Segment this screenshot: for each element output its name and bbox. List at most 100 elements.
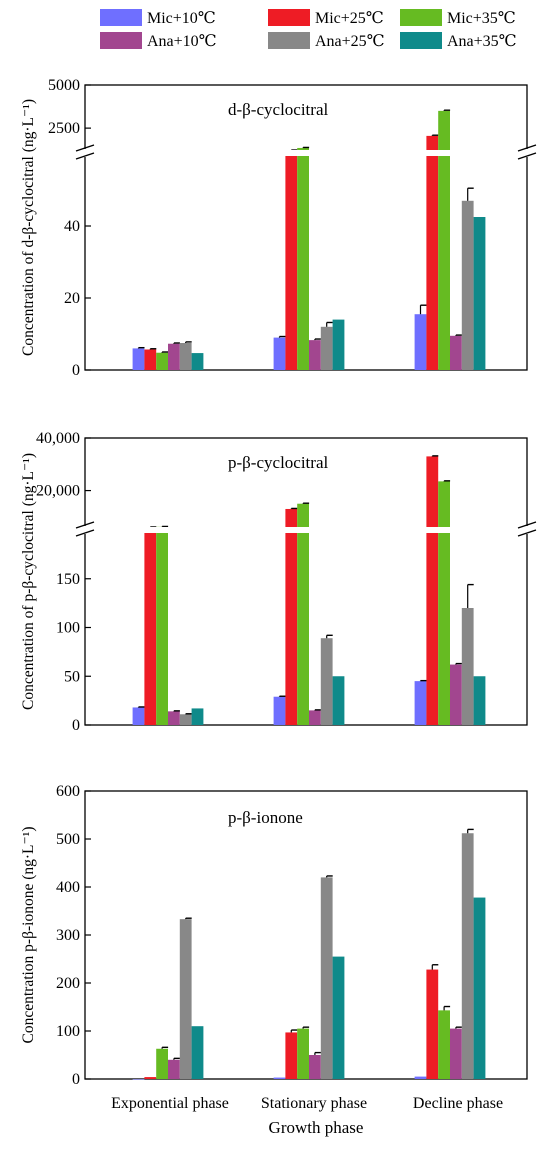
bar-mic-25-stationary-phase xyxy=(285,1032,298,1079)
tick-label-600: 600 xyxy=(56,783,80,800)
panel-title: p-β-ionone xyxy=(228,808,303,827)
bar-mic-25-decline-phase xyxy=(426,135,439,370)
axis-break-slash xyxy=(75,144,95,152)
tick-label-0: 0 xyxy=(72,362,80,379)
bar-ana-10-decline-phase xyxy=(450,335,462,370)
bar-ana-35-stationary-phase xyxy=(332,956,345,1079)
axis-break-slash xyxy=(517,529,537,537)
tick-label-200: 200 xyxy=(56,975,80,992)
bar-mic-10-decline-phase xyxy=(414,681,427,725)
bar-mic-10-stationary-phase xyxy=(273,1077,286,1079)
bar-mic-10-stationary-phase xyxy=(273,696,286,725)
bar-ana-25-exponential-phase xyxy=(179,343,192,370)
bar-mic-35-decline-phase xyxy=(438,110,450,370)
y-axis-label: Concentration of p-β-cyclocitral (ng·L⁻¹… xyxy=(20,453,37,710)
legend-swatch-mic-25 xyxy=(268,9,310,26)
bar-mic-10-exponential-phase xyxy=(132,707,145,725)
bar-mic-35-stationary-phase xyxy=(297,147,309,370)
bar-ana-35-decline-phase xyxy=(473,676,486,725)
tick-label-0: 0 xyxy=(72,1071,80,1088)
x-tick-label-stationary-phase: Stationary phase xyxy=(261,1095,367,1112)
axis-break-slash xyxy=(517,152,537,160)
tick-label-50: 50 xyxy=(64,668,80,685)
x-tick-label-exponential-phase: Exponential phase xyxy=(111,1095,229,1112)
tick-label-100: 100 xyxy=(56,620,80,637)
bar-mic-10-decline-phase xyxy=(414,1076,427,1079)
bar-ana-35-exponential-phase xyxy=(191,353,204,370)
bar-ana-35-stationary-phase xyxy=(332,319,345,370)
panel-title: d-β-cyclocitral xyxy=(228,100,328,119)
bar-mic-25-decline-phase xyxy=(426,969,439,1079)
axis-break-gap xyxy=(78,149,92,157)
bar-ana-10-stationary-phase xyxy=(309,1055,321,1079)
legend-label-ana-10: Ana+10℃ xyxy=(147,33,217,50)
axis-break-gap xyxy=(78,526,92,534)
bar-mic-10-exponential-phase xyxy=(132,1079,145,1080)
legend-swatch-ana-10 xyxy=(100,32,142,49)
bar-ana-25-decline-phase xyxy=(461,200,474,370)
x-axis-label: Growth phase xyxy=(269,1118,364,1137)
legend-swatch-mic-35 xyxy=(400,9,442,26)
bar-mic-25-decline-phase xyxy=(426,456,439,725)
axis-break-slash xyxy=(75,529,95,537)
bar-mic-35-stationary-phase xyxy=(297,1028,309,1079)
bar-ana-25-decline-phase xyxy=(461,833,474,1079)
bar-ana-10-exponential-phase xyxy=(168,711,180,725)
axis-break-slash xyxy=(517,144,537,152)
bar-ana-35-exponential-phase xyxy=(191,708,204,725)
panel-title: p-β-cyclocitral xyxy=(228,453,328,472)
tick-label-40-000: 40,000 xyxy=(36,430,80,447)
y-axis-label: Concentration p-β-ionone (ng·L⁻¹) xyxy=(20,827,37,1044)
bar-ana-10-stationary-phase xyxy=(309,710,321,725)
y-axis-label: Concentration of d-β-cyclocitral (ng·L⁻¹… xyxy=(20,99,37,356)
legend-swatch-ana-35 xyxy=(400,32,442,49)
tick-label-500: 500 xyxy=(56,831,80,848)
axis-break-slash xyxy=(75,152,95,160)
bar-ana-25-decline-phase xyxy=(461,608,474,725)
bar-ana-35-decline-phase xyxy=(473,897,486,1079)
legend-label-ana-25: Ana+25℃ xyxy=(315,33,385,50)
bar-mic-35-exponential-phase xyxy=(156,352,168,370)
bar-mic-35-exponential-phase xyxy=(156,526,168,725)
bar-ana-10-exponential-phase xyxy=(168,1059,180,1079)
legend-label-mic-35: Mic+35℃ xyxy=(447,10,516,27)
bar-mic-25-exponential-phase xyxy=(144,527,157,725)
panel-p-beta-cyclocitral: 0 50 100 150 20,000 40,000 p-β-cyclocitral Conc… xyxy=(20,430,537,734)
panel-p-beta-ionone: 0 100 200 300 400 500 600 p-β-ionone Concentrati… xyxy=(20,783,528,1137)
bar-mic-25-stationary-phase xyxy=(285,508,298,725)
legend-swatch-ana-25 xyxy=(268,32,310,49)
bar-ana-10-exponential-phase xyxy=(168,343,180,370)
bar-ana-35-exponential-phase xyxy=(191,1026,204,1079)
bar-mic-25-stationary-phase xyxy=(285,150,298,370)
bar-mic-35-decline-phase xyxy=(438,1010,450,1079)
tick-label-150: 150 xyxy=(56,571,80,588)
bar-ana-25-exponential-phase xyxy=(179,714,192,725)
panel-d-beta-cyclocitral: 0 20 40 2500 5000 d-β-cyclocitral Concentratio… xyxy=(20,77,537,379)
bar-ana-10-stationary-phase xyxy=(309,340,321,370)
axis-break-slash xyxy=(517,521,537,529)
legend-label-mic-25: Mic+25℃ xyxy=(315,10,384,27)
axis-break-slash xyxy=(75,521,95,529)
bar-mic-25-exponential-phase xyxy=(144,349,157,370)
bar-mic-35-stationary-phase xyxy=(297,503,309,725)
tick-label-20: 20 xyxy=(64,290,80,307)
tick-label-400: 400 xyxy=(56,879,80,896)
bar-ana-35-stationary-phase xyxy=(332,676,345,725)
tick-label-100: 100 xyxy=(56,1023,80,1040)
bar-mic-35-decline-phase xyxy=(438,481,450,725)
tick-label-40: 40 xyxy=(64,218,80,235)
x-tick-label-decline-phase: Decline phase xyxy=(413,1095,503,1112)
bar-ana-10-decline-phase xyxy=(450,664,462,725)
break-band xyxy=(86,527,526,533)
bar-ana-35-decline-phase xyxy=(473,217,486,370)
legend-label-ana-35: Ana+35℃ xyxy=(447,33,517,50)
tick-label-0: 0 xyxy=(72,717,80,734)
bar-mic-10-exponential-phase xyxy=(132,348,145,370)
legend-label-mic-10: Mic+10℃ xyxy=(147,10,216,27)
legend: Mic+10℃ Mic+25℃ Mic+35℃ Ana+10℃ Ana+25℃ Ana+3… xyxy=(100,9,517,50)
tick-label-2500: 2500 xyxy=(48,120,80,137)
tick-label-20-000: 20,000 xyxy=(36,483,80,500)
legend-swatch-mic-10 xyxy=(100,9,142,26)
axis-break-gap xyxy=(520,526,534,534)
tick-label-5000: 5000 xyxy=(48,77,80,94)
